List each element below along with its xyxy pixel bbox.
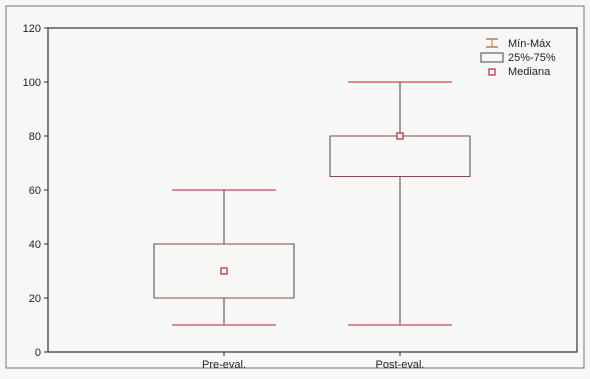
figure-border (5, 5, 585, 369)
post-eval-box (329, 135, 471, 177)
y-tick-label-80: 80 (29, 131, 41, 143)
post-eval-x-tick-label: Post-eval. (376, 359, 425, 371)
legend-label-median: Mediana (508, 66, 551, 78)
pre-eval-x-tick-label: Pre-eval. (202, 359, 246, 371)
y-tick-label-100: 100 (23, 77, 41, 89)
plot-layer: 0 20 40 60 80 100 120 Pre-eval. Post-eval. Mín-Má… (23, 23, 578, 371)
legend-box-icon (480, 52, 504, 63)
y-tick-label-0: 0 (35, 347, 41, 359)
y-tick-label-60: 60 (29, 185, 41, 197)
y-tick-label-120: 120 (23, 23, 41, 35)
y-tick-label-20: 20 (29, 293, 41, 305)
pre-eval-median-marker (220, 267, 228, 275)
post-eval-median-marker (396, 132, 404, 140)
legend-label-box: 25%-75% (508, 52, 556, 64)
legend-median-icon (488, 68, 496, 76)
y-tick-label-40: 40 (29, 239, 41, 251)
plot-frame (47, 27, 578, 353)
legend-label-whisker: Mín-Máx (508, 38, 551, 50)
